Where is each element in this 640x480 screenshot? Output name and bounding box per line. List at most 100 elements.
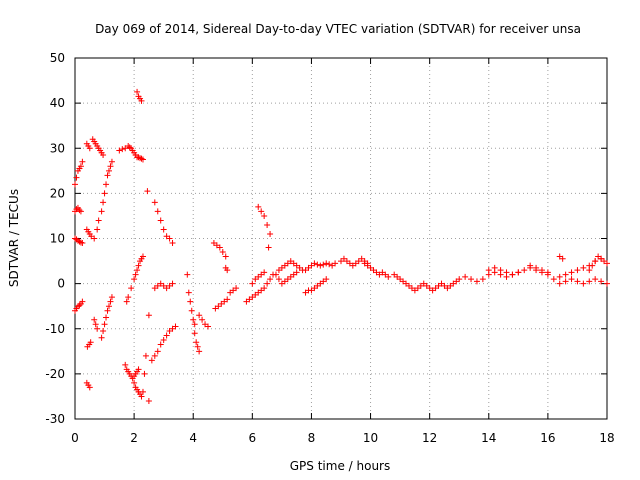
- series-arc-ak: [302, 276, 330, 296]
- data-point: [138, 155, 145, 162]
- y-tick-label: 0: [57, 277, 65, 291]
- data-point: [574, 278, 581, 285]
- data-point: [538, 267, 545, 274]
- x-tick-label: 0: [71, 431, 79, 445]
- series-arc-aq: [485, 264, 551, 278]
- y-tick-label: -30: [45, 412, 65, 426]
- data-point: [119, 146, 126, 153]
- data-point: [317, 262, 324, 269]
- data-point: [72, 181, 78, 188]
- data-point: [196, 312, 203, 319]
- y-tick-label: 40: [50, 96, 65, 110]
- data-point: [586, 267, 593, 274]
- series-arc-v: [148, 323, 179, 364]
- series-arc-t: [151, 199, 176, 247]
- series-arc-l: [98, 294, 115, 341]
- series-arc-ab: [212, 296, 231, 312]
- series-arc-al: [338, 255, 371, 269]
- x-tick-label: 18: [599, 431, 614, 445]
- x-tick-label: 16: [540, 431, 555, 445]
- data-point: [132, 271, 139, 278]
- data-point: [73, 174, 80, 181]
- data-point: [509, 271, 516, 278]
- data-point: [103, 314, 110, 321]
- data-point: [385, 273, 392, 280]
- data-point: [116, 147, 123, 154]
- data-point: [104, 307, 111, 314]
- y-tick-label: -10: [45, 322, 65, 336]
- data-point: [105, 167, 112, 174]
- data-point: [77, 208, 84, 215]
- data-point: [154, 348, 161, 355]
- data-point: [604, 260, 610, 267]
- data-point: [151, 352, 158, 359]
- x-tick-label: 12: [422, 431, 437, 445]
- series-arc-g: [84, 339, 94, 350]
- data-point: [233, 285, 240, 292]
- series-arc-f: [83, 226, 95, 240]
- data-point: [311, 260, 318, 267]
- data-point: [108, 158, 115, 165]
- data-point: [101, 321, 108, 328]
- data-point: [267, 276, 274, 283]
- data-point: [139, 156, 146, 163]
- data-point: [255, 203, 262, 210]
- series-arc-af: [243, 271, 277, 305]
- data-point: [479, 276, 486, 283]
- data-point: [267, 230, 274, 237]
- series-arc-o: [122, 361, 142, 382]
- data-point: [314, 261, 321, 268]
- data-point: [169, 280, 176, 287]
- data-point: [98, 208, 105, 215]
- data-point: [332, 260, 339, 267]
- data-point: [533, 264, 540, 271]
- x-tick-label: 2: [130, 431, 138, 445]
- data-point: [154, 208, 161, 215]
- data-point: [216, 244, 223, 251]
- data-point: [157, 217, 164, 224]
- series-arc-s: [145, 397, 152, 404]
- y-axis-label: SDTVAR / TECUs: [7, 189, 21, 287]
- data-point: [76, 238, 83, 245]
- data-point: [107, 298, 114, 305]
- data-point: [527, 262, 534, 269]
- data-point: [142, 352, 149, 359]
- data-point: [194, 343, 201, 350]
- data-point: [92, 321, 99, 328]
- data-point: [196, 348, 203, 355]
- data-point: [185, 289, 192, 296]
- data-point: [91, 316, 98, 323]
- series-arc-j: [91, 158, 115, 242]
- data-point: [320, 261, 327, 268]
- data-point: [275, 276, 282, 283]
- data-point: [122, 361, 129, 368]
- data-point: [134, 88, 141, 95]
- data-point: [550, 276, 557, 283]
- x-tick-label: 8: [308, 431, 316, 445]
- data-point: [131, 276, 138, 283]
- data-point: [95, 217, 102, 224]
- data-point: [188, 307, 195, 314]
- series-arc-c: [72, 235, 86, 247]
- data-point: [205, 323, 211, 330]
- series-arc-e: [83, 140, 93, 152]
- data-point: [191, 321, 198, 328]
- series-arc-z: [210, 240, 229, 260]
- data-point: [326, 261, 333, 268]
- series-arc-ar: [527, 262, 551, 276]
- data-point: [473, 278, 480, 285]
- grid-lines: [75, 58, 607, 419]
- data-point: [76, 207, 83, 214]
- data-point: [580, 264, 587, 271]
- data-point: [103, 181, 110, 188]
- series-arc-r: [144, 188, 152, 319]
- series-arc-as: [556, 253, 566, 262]
- data-point: [79, 298, 86, 305]
- data-point: [135, 262, 142, 269]
- data-point: [258, 208, 265, 215]
- data-point: [193, 339, 200, 346]
- data-point: [148, 357, 155, 364]
- data-point: [160, 337, 167, 344]
- data-point: [166, 235, 173, 242]
- data-point: [138, 393, 145, 400]
